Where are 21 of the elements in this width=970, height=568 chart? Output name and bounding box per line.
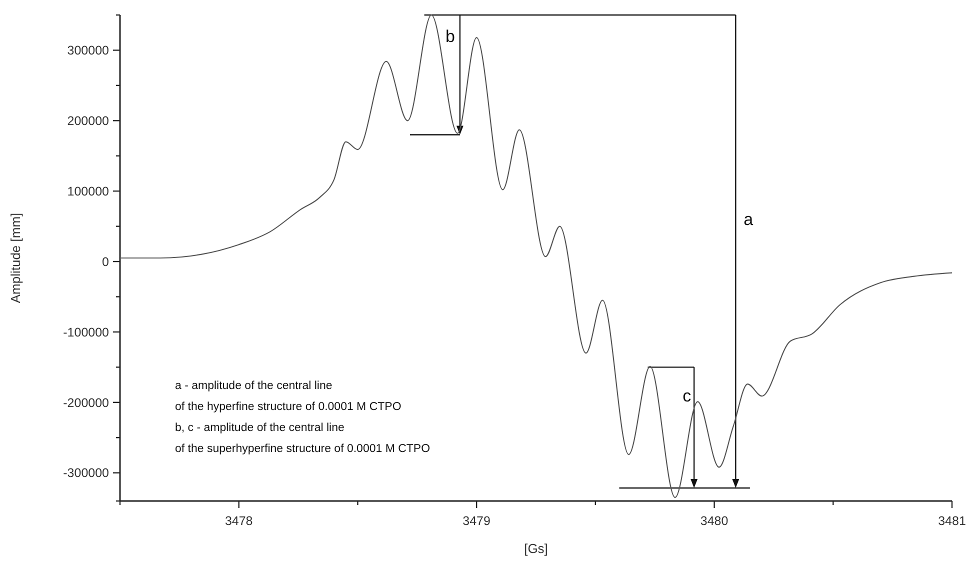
- y-tick-label: 0: [102, 254, 110, 269]
- x-tick-label: 3481: [938, 514, 966, 528]
- annotation: b, c - amplitude of the central line: [175, 422, 344, 434]
- y-tick-label: -100000: [63, 325, 110, 340]
- x-tick-label: 3480: [700, 514, 728, 528]
- line-series: [119, 14, 953, 498]
- x-tick-label: 3478: [224, 514, 253, 528]
- y-tick-label: -200000: [63, 396, 110, 410]
- y-tick-label: -300000: [63, 466, 110, 480]
- y-tick-label: 300000: [67, 44, 110, 58]
- y-tick-label: 200000: [67, 114, 110, 128]
- annotation: b: [445, 27, 455, 46]
- annotation: a - amplitude of the central line: [175, 380, 332, 392]
- y-axis-title: Amplitude [mm]: [8, 212, 23, 304]
- annotation: c: [682, 386, 692, 406]
- annotation: of the superhyperfine structure of 0.0001 M CTPO: [175, 443, 430, 455]
- annotation: a: [744, 210, 754, 230]
- x-axis-title: [Gs]: [524, 541, 548, 556]
- y-tick-label: 100000: [67, 184, 110, 198]
- annotation: of the hyperfine structure of 0.0001 M CTPO: [175, 401, 402, 413]
- x-tick-label: 3479: [462, 514, 491, 528]
